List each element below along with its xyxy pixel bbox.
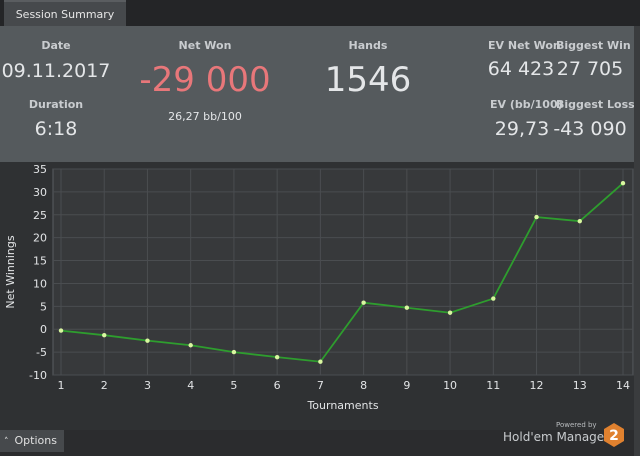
y-tick-label: -5	[36, 346, 47, 359]
data-point	[274, 354, 280, 360]
x-tick-label: 8	[360, 379, 367, 392]
logo-text: 2	[609, 428, 619, 444]
biggest-win-label: Biggest Win	[556, 39, 631, 52]
y-tick-label: 10	[33, 277, 47, 290]
x-tick-label: 7	[317, 379, 324, 392]
date-label: Date	[41, 39, 71, 52]
data-point	[404, 305, 410, 310]
biggest-win-value: 27 705	[556, 58, 624, 80]
y-tick-label: 30	[33, 186, 47, 199]
x-tick-label: 13	[573, 379, 587, 392]
session-summary-panel: Date 09.11.2017 Duration 6:18 Net Won -2…	[0, 26, 635, 162]
hands-value: 1546	[324, 60, 412, 100]
date-value: 09.11.2017	[1, 60, 111, 82]
y-tick-label: 5	[40, 300, 47, 313]
y-tick-label: 35	[33, 163, 47, 176]
y-tick-label: 0	[40, 323, 47, 336]
data-point	[188, 343, 193, 348]
x-tick-label: 5	[230, 379, 237, 392]
x-tick-label: 2	[101, 379, 108, 392]
hands-label: Hands	[348, 39, 388, 52]
net-won-label: Net Won	[178, 39, 232, 52]
right-scroll-edge	[634, 26, 640, 456]
y-tick-label: 25	[33, 209, 47, 222]
options-label: Options	[14, 434, 57, 447]
ev-net-won-label: EV Net Won	[488, 39, 561, 52]
series-line	[60, 182, 624, 363]
series-points	[58, 180, 626, 364]
data-point	[58, 328, 64, 333]
x-tick-label: 3	[144, 379, 151, 392]
x-tick-label: 14	[616, 379, 630, 392]
x-tick-label: 4	[187, 379, 194, 392]
data-point	[447, 310, 453, 315]
y-tick-label: -10	[29, 369, 47, 382]
x-axis-label: Tournaments	[306, 399, 378, 412]
ev-net-won-value: 64 423	[487, 58, 555, 80]
x-tick-label: 1	[58, 379, 65, 392]
biggest-loss-label: Biggest Loss	[556, 98, 635, 111]
data-point	[577, 218, 582, 224]
ev-bb-label: EV (bb/100)	[490, 98, 563, 111]
data-point	[361, 300, 366, 305]
ev-bb-value: 29,73	[494, 118, 550, 140]
grid-lines	[53, 168, 633, 376]
y-tick-label: 15	[33, 255, 47, 268]
y-tick-labels: -10 -5 0 5 10 15 20 25 30 35	[29, 163, 47, 382]
top-tab-bar: Session Summary	[0, 0, 640, 26]
x-tick-labels: 1 2 3 4 5 6 7 8 9 10 11 12 13 14	[58, 379, 631, 392]
net-won-bb: 26,27 bb/100	[168, 110, 242, 123]
options-button[interactable]: ˄ Options	[0, 430, 64, 452]
x-tick-label: 11	[486, 379, 500, 392]
y-axis-label: Net Winnings	[4, 235, 17, 308]
data-point	[620, 180, 626, 186]
biggest-loss-value: -43 090	[553, 118, 627, 140]
plot-area	[52, 168, 634, 376]
x-tick-label: 12	[530, 379, 544, 392]
net-won-value: -29 000	[139, 60, 271, 100]
powered-by-text: Powered by	[556, 421, 597, 429]
x-tick-label: 6	[274, 379, 281, 392]
brand-name: Hold'em Manager	[503, 430, 610, 444]
data-point	[491, 296, 496, 301]
duration-value: 6:18	[34, 118, 78, 140]
hem-logo-icon: 2	[604, 423, 624, 447]
data-point	[145, 338, 150, 343]
data-point	[231, 349, 237, 355]
net-winnings-chart: -10 -5 0 5 10 15 20 25 30 35 1 2 3 4 5 6 7 8 9 10 11 12 13 14 …	[0, 162, 634, 430]
duration-label: Duration	[28, 98, 84, 111]
x-tick-label: 9	[403, 379, 410, 392]
data-point	[318, 359, 323, 364]
tab-session-summary[interactable]: Session Summary	[4, 0, 126, 26]
data-point	[534, 214, 539, 220]
caret-up-icon: ˄	[4, 437, 9, 447]
x-tick-label: 10	[443, 379, 457, 392]
data-point	[102, 332, 107, 338]
y-tick-label: 20	[33, 232, 47, 245]
